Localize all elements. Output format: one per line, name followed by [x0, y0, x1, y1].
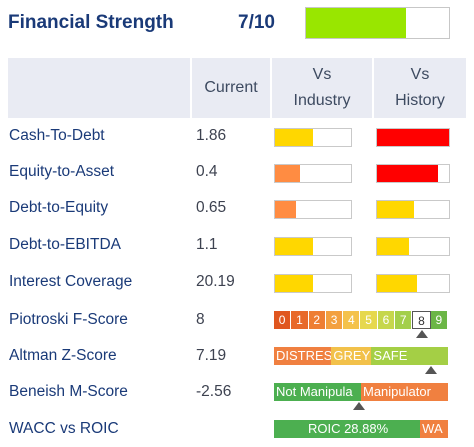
beneish-gauge-segment-0: Not Manipula	[274, 383, 361, 401]
score-bar-fill	[306, 8, 407, 38]
metric-value: -2.56	[196, 383, 232, 400]
piotroski-cell-6: 6	[377, 311, 396, 329]
metric-value: 0.4	[196, 163, 218, 180]
metric-value: 0.65	[196, 199, 227, 216]
table-row-cash-to-debt[interactable]: Cash-To-Debt 1.86	[0, 119, 474, 155]
bar-fill	[377, 238, 410, 255]
metric-label[interactable]: Equity-to-Asset	[9, 163, 115, 180]
metric-value: 8	[196, 311, 205, 328]
bar-fill	[377, 129, 449, 146]
vs-history-bar	[376, 164, 450, 183]
metric-label[interactable]: Piotroski F-Score	[9, 311, 128, 328]
wacc-gauge-segment-0: ROIC 28.88%	[274, 420, 421, 438]
wacc-gauge-segment-1: WA	[420, 420, 448, 438]
vs-history-bar	[376, 200, 450, 219]
vs-industry-bar	[274, 237, 352, 256]
table-row-altman[interactable]: Altman Z-Score 7.19 DISTRESSGREYSAFE	[0, 339, 474, 375]
piotroski-cell-9: 9	[430, 311, 448, 329]
bar-fill	[275, 165, 301, 182]
vs-history-bar	[376, 128, 450, 147]
metric-value: 1.1	[196, 236, 218, 253]
altman-gauge-segment-1: GREY	[331, 347, 372, 365]
score-value: 7/10	[238, 12, 275, 33]
bar-fill	[377, 165, 439, 182]
metric-value: 7.19	[196, 347, 227, 364]
bar-fill	[275, 238, 313, 255]
table-row-wacc-roic[interactable]: WACC vs ROIC ROIC 28.88% WA	[0, 412, 474, 447]
metric-value: 1.86	[196, 127, 227, 144]
vs-industry-bar	[274, 128, 352, 147]
piotroski-cell-5: 5	[360, 311, 378, 329]
table-row-debt-to-equity[interactable]: Debt-to-Equity 0.65	[0, 191, 474, 227]
piotroski-cell-3: 3	[325, 311, 344, 329]
header-cell-vs-history: Vs History	[374, 58, 466, 118]
table-row-debt-to-ebitda[interactable]: Debt-to-EBITDA 1.1	[0, 228, 474, 264]
metric-label[interactable]: Beneish M-Score	[9, 383, 128, 400]
bar-fill	[377, 201, 415, 218]
beneish-gauge: Not Manipula Manipulator	[274, 383, 448, 401]
column-current-label: Current	[204, 79, 258, 96]
bar-fill	[377, 275, 417, 292]
piotroski-cell-4: 4	[343, 311, 361, 329]
header-cell-name	[8, 58, 190, 118]
header-cell-current: Current	[192, 58, 270, 118]
beneish-gauge-segment-1: Manipulator	[361, 383, 448, 401]
vs-industry-bar	[274, 200, 352, 219]
piotroski-cell-1: 1	[291, 311, 309, 329]
altman-gauge-segment-0: DISTRESS	[274, 347, 332, 365]
section-title: Financial Strength	[8, 12, 174, 33]
altman-gauge: DISTRESSGREYSAFE	[274, 347, 448, 365]
altman-marker-icon	[424, 366, 437, 374]
piotroski-cell-7: 7	[395, 311, 413, 329]
piotroski-cell-0: 0	[274, 311, 292, 329]
wacc-roic-gauge: ROIC 28.88% WA	[274, 420, 448, 438]
score-bar	[305, 7, 450, 39]
piotroski-cell-2: 2	[308, 311, 326, 329]
column-vs-industry-line1: Vs	[312, 66, 332, 83]
metric-label[interactable]: WACC vs ROIC	[9, 420, 119, 437]
metric-label[interactable]: Cash-To-Debt	[9, 127, 105, 144]
metric-value: 20.19	[196, 273, 235, 290]
bar-fill	[275, 129, 313, 146]
financial-strength-header: Financial Strength 7/10	[0, 0, 474, 46]
table-row-equity-to-asset[interactable]: Equity-to-Asset 0.4	[0, 155, 474, 191]
bar-fill	[275, 201, 297, 218]
vs-industry-bar	[274, 164, 352, 183]
table-row-beneish[interactable]: Beneish M-Score -2.56 Not Manipula Manipu…	[0, 375, 474, 411]
metric-label[interactable]: Debt-to-Equity	[9, 199, 109, 216]
header-cell-vs-industry: Vs Industry	[272, 58, 372, 118]
metric-label[interactable]: Interest Coverage	[9, 273, 133, 290]
vs-industry-bar	[274, 274, 352, 293]
column-vs-history-line1: Vs	[410, 66, 430, 83]
bar-fill	[275, 275, 313, 292]
metric-label[interactable]: Debt-to-EBITDA	[9, 236, 121, 253]
table-row-interest-coverage[interactable]: Interest Coverage 20.19	[0, 265, 474, 301]
metric-label[interactable]: Altman Z-Score	[9, 347, 117, 364]
beneish-marker-icon	[353, 402, 366, 410]
piotroski-cell-8: 8	[412, 311, 431, 329]
vs-history-bar	[376, 274, 450, 293]
piotroski-marker-icon	[415, 330, 428, 338]
column-vs-industry-line2: Industry	[293, 92, 351, 109]
column-vs-history-line2: History	[395, 92, 445, 109]
altman-gauge-segment-2: SAFE	[371, 347, 448, 365]
vs-history-bar	[376, 237, 450, 256]
